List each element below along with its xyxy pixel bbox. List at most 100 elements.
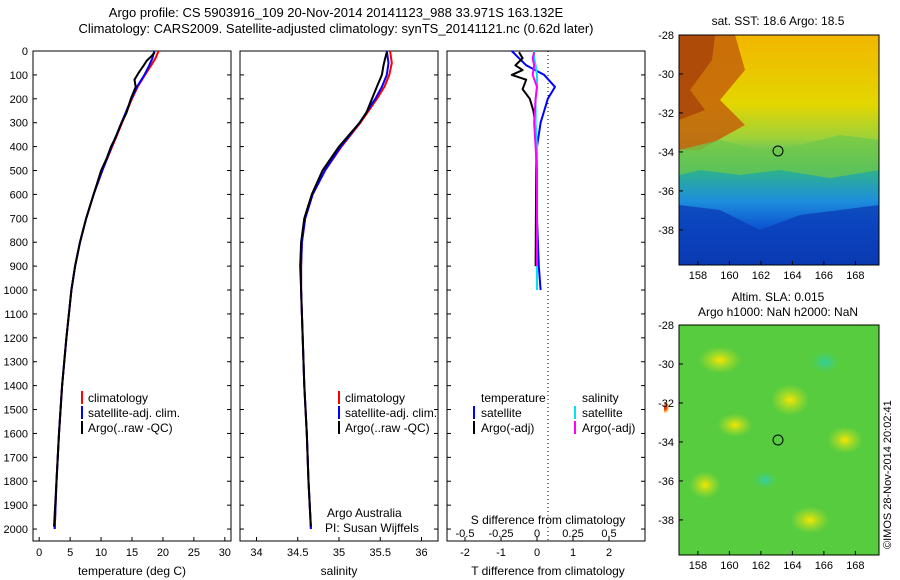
series-line-t-satellite xyxy=(511,50,556,291)
map-x-tick-label: 158 xyxy=(689,270,707,282)
legend-label-argo: Argo(..raw -QC) xyxy=(88,421,173,435)
sla-cyan-patch xyxy=(809,350,841,374)
y-tick-label: 1400 xyxy=(4,381,28,393)
map-x-tick-label: 168 xyxy=(846,270,864,282)
map-y-tick-label: -28 xyxy=(658,30,674,42)
difference-axes: -2 -1 0 1 2 -0.5 -0.25 0 0.25 0.5 xyxy=(447,50,645,559)
sla-yellow-patch xyxy=(717,413,753,437)
y-tick-label: 2000 xyxy=(4,524,28,536)
map-x-tick-label: 158 xyxy=(689,560,707,572)
legend-label-s-argo: Argo(-adj) xyxy=(582,421,635,435)
map-y-tick-label: -32 xyxy=(658,398,674,410)
y-tick-label: 1800 xyxy=(4,476,28,488)
salinity-axes: 34 34.5 35 35.5 36 xyxy=(240,50,438,559)
map-x-tick-label: 162 xyxy=(752,270,770,282)
temperature-legend: climatology satellite-adj. clim. Argo(..… xyxy=(81,391,180,435)
difference-xlabel: T difference from climatology xyxy=(471,564,625,578)
sla-yellow-patch xyxy=(790,506,830,534)
sst-cool-region xyxy=(679,205,879,265)
map-x-tick-label: 166 xyxy=(815,560,833,572)
x-tick-label: 15 xyxy=(126,547,138,559)
map-x-tick-label: 166 xyxy=(815,270,833,282)
x-tick-label: 36 xyxy=(415,547,427,559)
legend-label-t-satellite: satellite xyxy=(481,406,522,420)
x-tick-label: 2 xyxy=(606,547,612,559)
y-tick-label: 1100 xyxy=(4,309,28,321)
sst-map-axes: 158 160 162 164 166 168 -28 -30 -32 -34 -36 -38 xyxy=(658,30,864,282)
x-tick-label: 30 xyxy=(219,547,231,559)
salinity-xlabel: salinity xyxy=(321,564,358,578)
map-y-tick-label: -28 xyxy=(658,320,674,332)
y-tick-label: 600 xyxy=(10,189,28,201)
sla-yellow-patch xyxy=(770,384,810,416)
y-tick-label: 900 xyxy=(10,261,28,273)
legend-label-s-satellite: satellite xyxy=(582,406,623,420)
y-tick-label: 500 xyxy=(10,166,28,178)
sla-map-axes: 158 160 162 164 166 168 -28 -30 -32 -34 -36 -38 xyxy=(658,320,864,572)
series-line-argo xyxy=(53,51,156,527)
y-tick-label: 1900 xyxy=(4,500,28,512)
argo-location-marker xyxy=(772,434,784,446)
temperature-xlabel: temperature (deg C) xyxy=(78,564,186,578)
sla-cyan-patch xyxy=(751,470,779,490)
y-tick-label: 800 xyxy=(10,237,28,249)
map-x-tick-label: 164 xyxy=(783,560,801,572)
sst-warm-core xyxy=(679,35,715,120)
y-tick-label: 1000 xyxy=(4,285,28,297)
temperature-axes: 0 5 10 15 20 25 300100200300400500600700800900… xyxy=(4,46,231,559)
legend-head-salinity: salinity xyxy=(582,391,619,405)
header-line1: Argo profile: CS 5903916_109 20-Nov-2014… xyxy=(109,5,564,20)
x-tick-label: 34.5 xyxy=(287,547,308,559)
map-x-tick-label: 160 xyxy=(720,270,738,282)
sst-map-title: sat. SST: 18.6 Argo: 18.5 xyxy=(712,14,845,28)
map-y-tick-label: -30 xyxy=(658,69,674,81)
map-y-tick-label: -38 xyxy=(658,515,674,527)
x-tick-label: 0 xyxy=(534,547,540,559)
y-tick-label: 0 xyxy=(22,46,28,58)
sla-yellow-patch xyxy=(689,471,721,499)
sla-map xyxy=(664,324,880,556)
series-line-t-argo xyxy=(510,51,538,267)
sla-map-title1: Altim. SLA: 0.015 xyxy=(732,290,825,304)
argo-location-marker xyxy=(772,145,784,157)
top-tick-label: -0.25 xyxy=(488,528,513,540)
sst-green-band xyxy=(679,135,879,178)
top-tick-label: -0.5 xyxy=(456,528,475,540)
difference-top-xlabel: S difference from climatology xyxy=(471,513,626,527)
map-x-tick-label: 164 xyxy=(783,270,801,282)
x-tick-label: 20 xyxy=(157,547,169,559)
series-line-s-argo xyxy=(531,51,538,267)
sla-red-eddy xyxy=(664,382,704,438)
y-tick-label: 300 xyxy=(10,118,28,130)
x-tick-label: 25 xyxy=(188,547,200,559)
legend-label-argo: Argo(..raw -QC) xyxy=(345,421,430,435)
sla-yellow-patch xyxy=(698,346,742,374)
map-x-tick-label: 168 xyxy=(846,560,864,572)
legend-label-climatology: climatology xyxy=(345,391,405,405)
map-x-tick-label: 162 xyxy=(752,560,770,572)
map-x-tick-label: 160 xyxy=(720,560,738,572)
sla-map-frame xyxy=(678,324,880,556)
header-line2: Climatology: CARS2009. Satellite-adjuste… xyxy=(79,21,594,36)
legend-label-climatology: climatology xyxy=(88,391,148,405)
map-y-tick-label: -38 xyxy=(658,225,674,237)
top-tick-label: 0.5 xyxy=(601,528,616,540)
y-tick-label: 1500 xyxy=(4,405,28,417)
y-tick-label: 400 xyxy=(10,142,28,154)
sst-map-frame xyxy=(678,34,880,266)
y-tick-label: 1700 xyxy=(4,452,28,464)
sst-map xyxy=(678,34,880,266)
x-tick-label: -2 xyxy=(460,547,470,559)
series-line-climatology xyxy=(53,50,160,530)
x-tick-label: 0 xyxy=(36,547,42,559)
y-tick-label: 1200 xyxy=(4,333,28,345)
salinity-plot-frame xyxy=(239,50,439,542)
x-tick-label: 35 xyxy=(333,547,345,559)
map-y-tick-label: -34 xyxy=(658,147,674,159)
legend-label-t-argo: Argo(-adj) xyxy=(481,421,534,435)
difference-legend: temperature salinity satellite Argo(-adj… xyxy=(473,391,635,435)
x-tick-label: 35.5 xyxy=(370,547,391,559)
x-tick-label: 10 xyxy=(95,547,107,559)
x-tick-label: 5 xyxy=(67,547,73,559)
